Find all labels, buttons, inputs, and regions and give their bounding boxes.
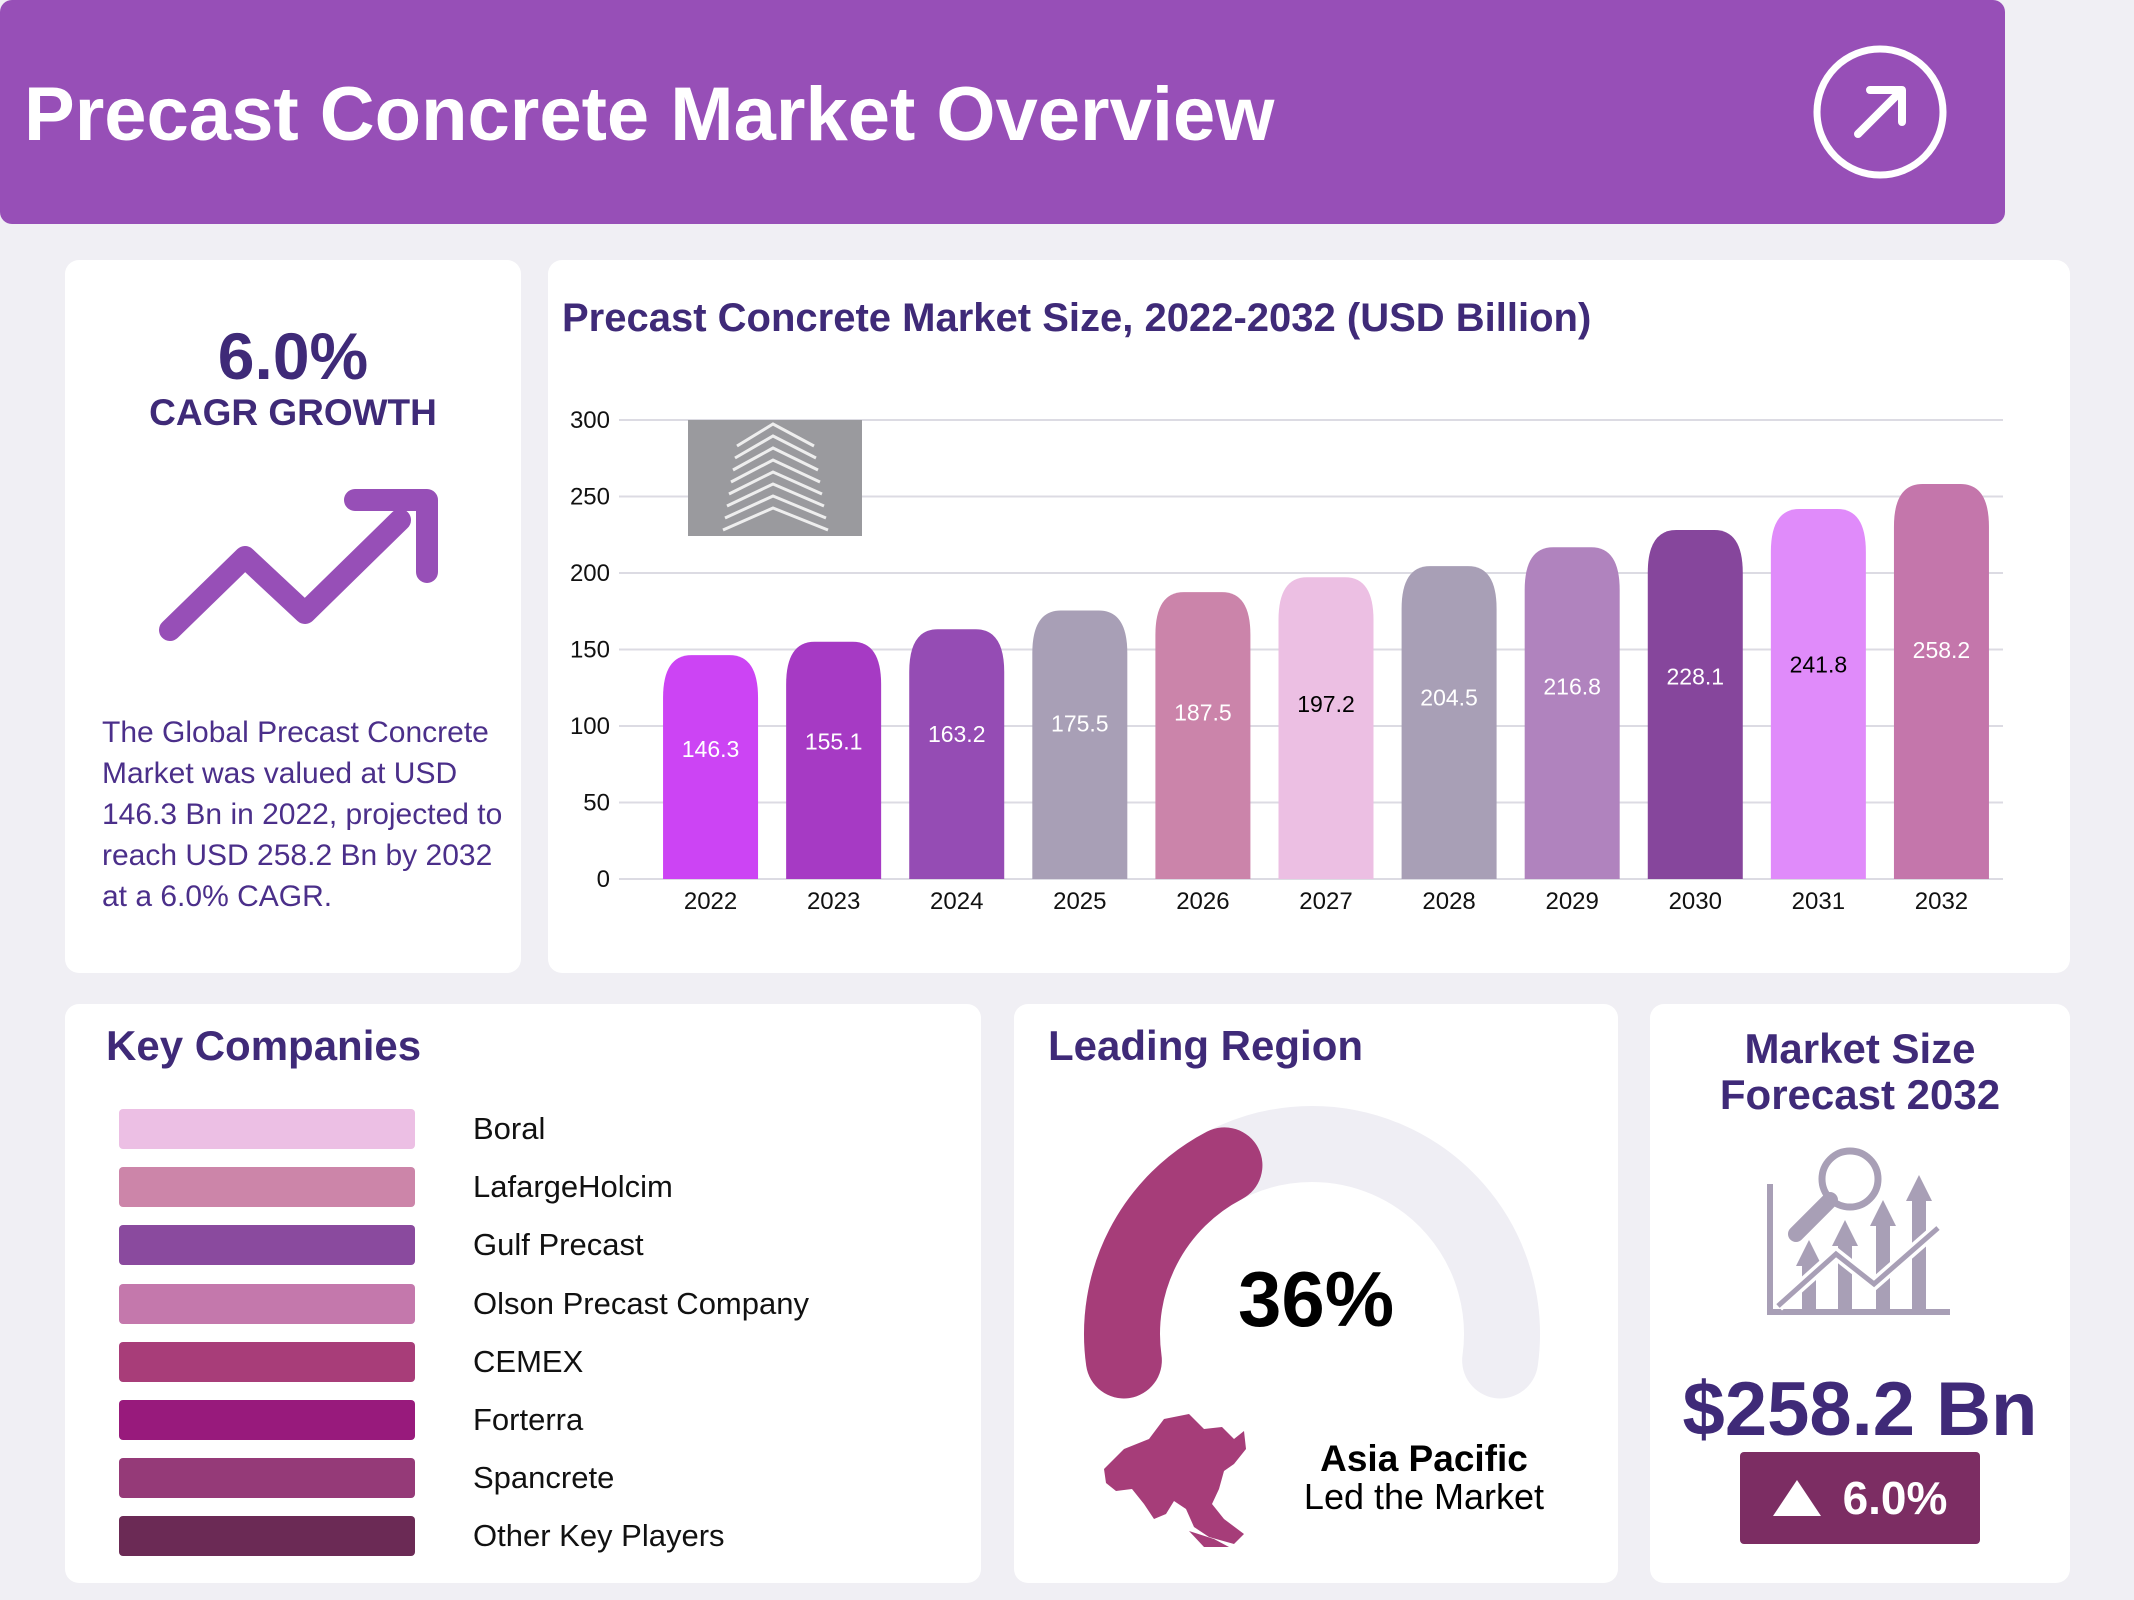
x-tick-label: 2022	[684, 888, 737, 915]
bar	[786, 641, 882, 879]
x-tick-label: 2030	[1669, 888, 1722, 915]
header-banner: Precast Concrete Market Overview	[0, 0, 2005, 224]
data-label: 258.2	[1913, 637, 1971, 663]
leading-region-title: Leading Region	[1048, 1022, 1363, 1069]
growth-badge: 6.0%	[1740, 1452, 1980, 1544]
bar	[1401, 566, 1497, 879]
gauge-fill	[1084, 1127, 1263, 1399]
cagr-value: 6.0%	[217, 319, 369, 393]
company-name: LafargeHolcim	[473, 1169, 673, 1205]
building-floor	[730, 458, 821, 484]
y-tick-label: 50	[583, 790, 610, 817]
bar	[663, 655, 759, 879]
data-label: 228.1	[1666, 664, 1724, 690]
y-tick-label: 100	[570, 713, 610, 740]
building-floor	[726, 482, 825, 508]
key-companies-title: Key Companies	[106, 1022, 422, 1069]
trend-up-arrow-icon	[159, 489, 438, 641]
page-title: Precast Concrete Market Overview	[24, 72, 1275, 157]
bar	[1155, 592, 1251, 879]
x-tick-label: 2032	[1915, 888, 1968, 915]
company-name: Other Key Players	[473, 1518, 725, 1554]
x-tick-label: 2028	[1422, 888, 1475, 915]
arrow-up-right-circle-icon[interactable]	[1812, 44, 1948, 180]
data-label: 155.1	[805, 728, 863, 754]
chart-card: Precast Concrete Market Size, 2022-2032 …	[548, 260, 2070, 973]
building-image	[688, 420, 862, 536]
building-floor	[736, 422, 815, 448]
asia-pacific-map-icon	[1104, 1414, 1246, 1547]
x-tick-label: 2031	[1792, 888, 1845, 915]
data-label: 216.8	[1543, 674, 1601, 700]
building-floor	[732, 446, 819, 472]
y-tick-label: 250	[570, 484, 610, 511]
market-description: The Global Precast Concrete Market was v…	[102, 716, 503, 913]
data-label: 175.5	[1051, 710, 1109, 736]
company-name: Olson Precast Company	[473, 1285, 809, 1321]
building-floor	[728, 470, 823, 496]
bar	[1032, 610, 1128, 879]
company-color-swatch	[119, 1458, 415, 1499]
company-name: Forterra	[473, 1402, 584, 1437]
y-tick-label: 0	[597, 866, 610, 893]
bar	[1524, 547, 1620, 879]
company-name: Gulf Precast	[473, 1227, 644, 1263]
company-name: Boral	[473, 1111, 546, 1146]
leading-region-card: Leading Region 36% Asia Pacific Led the …	[1014, 1004, 1618, 1583]
bar	[1278, 577, 1374, 879]
x-tick-label: 2025	[1053, 888, 1106, 915]
company-color-swatch	[119, 1225, 415, 1266]
chart-title: Precast Concrete Market Size, 2022-2032 …	[562, 296, 1592, 340]
company-name: CEMEX	[473, 1343, 584, 1379]
data-label: 241.8	[1790, 651, 1848, 677]
company-color-swatch	[119, 1109, 415, 1149]
triangle-up-icon	[1772, 1480, 1821, 1516]
x-tick-label: 2023	[807, 888, 860, 915]
key-companies-card: Key Companies Boral LafargeHolcim Gulf Pre…	[65, 1004, 981, 1583]
forecast-value: $258.2 Bn	[1682, 1367, 2038, 1452]
market-size-bar-chart: 0 50 100 150 200 250 300 146.3 2022 155.1 2023 163.…	[570, 407, 2003, 915]
bar	[909, 629, 1005, 879]
region-subtitle: Led the Market	[1303, 1476, 1545, 1517]
company-name: Spancrete	[473, 1460, 615, 1496]
forecast-card: Market Size Forecast 2032 $258.2 Bn 6.0%	[1650, 1004, 2070, 1583]
bar	[1647, 530, 1743, 879]
building-floor	[734, 434, 817, 460]
growth-value: 6.0%	[1842, 1472, 1948, 1524]
y-tick-label: 150	[570, 637, 610, 664]
y-tick-label: 300	[570, 407, 610, 434]
region-label: Asia Pacific Led the Market	[1244, 1440, 1604, 1516]
region-name: Asia Pacific	[1320, 1438, 1528, 1479]
company-color-swatch	[119, 1341, 415, 1382]
company-color-swatch	[119, 1400, 415, 1440]
company-color-swatch	[119, 1167, 415, 1208]
region-share-gauge	[1084, 1106, 1540, 1399]
bar	[1893, 483, 1989, 879]
x-tick-label: 2024	[930, 888, 983, 915]
data-label: 163.2	[928, 721, 986, 747]
data-label: 204.5	[1420, 685, 1478, 711]
data-label: 146.3	[682, 736, 740, 762]
data-label: 197.2	[1297, 691, 1355, 717]
forecast-title-line1: Market Size	[1744, 1025, 1976, 1072]
forecast-title-line2: Forecast 2032	[1719, 1071, 2001, 1118]
building-floor	[722, 506, 829, 532]
y-tick-label: 200	[570, 560, 610, 587]
data-label: 187.5	[1174, 700, 1232, 726]
x-tick-label: 2029	[1545, 888, 1598, 915]
building-photo	[688, 420, 862, 536]
building-floor	[724, 494, 827, 520]
cagr-label: CAGR GROWTH	[149, 392, 437, 433]
x-tick-label: 2026	[1176, 888, 1229, 915]
company-color-swatch	[119, 1516, 415, 1557]
company-color-swatch	[119, 1283, 415, 1324]
bar	[1770, 509, 1866, 879]
cagr-card: 6.0% CAGR GROWTH The Global Precast Conc…	[65, 260, 521, 973]
region-share-value: 36%	[1237, 1255, 1395, 1343]
chart-magnifier-icon	[1767, 1147, 1950, 1315]
forecast-title: Market Size Forecast 2032	[1650, 1026, 2070, 1118]
x-tick-label: 2027	[1299, 888, 1352, 915]
